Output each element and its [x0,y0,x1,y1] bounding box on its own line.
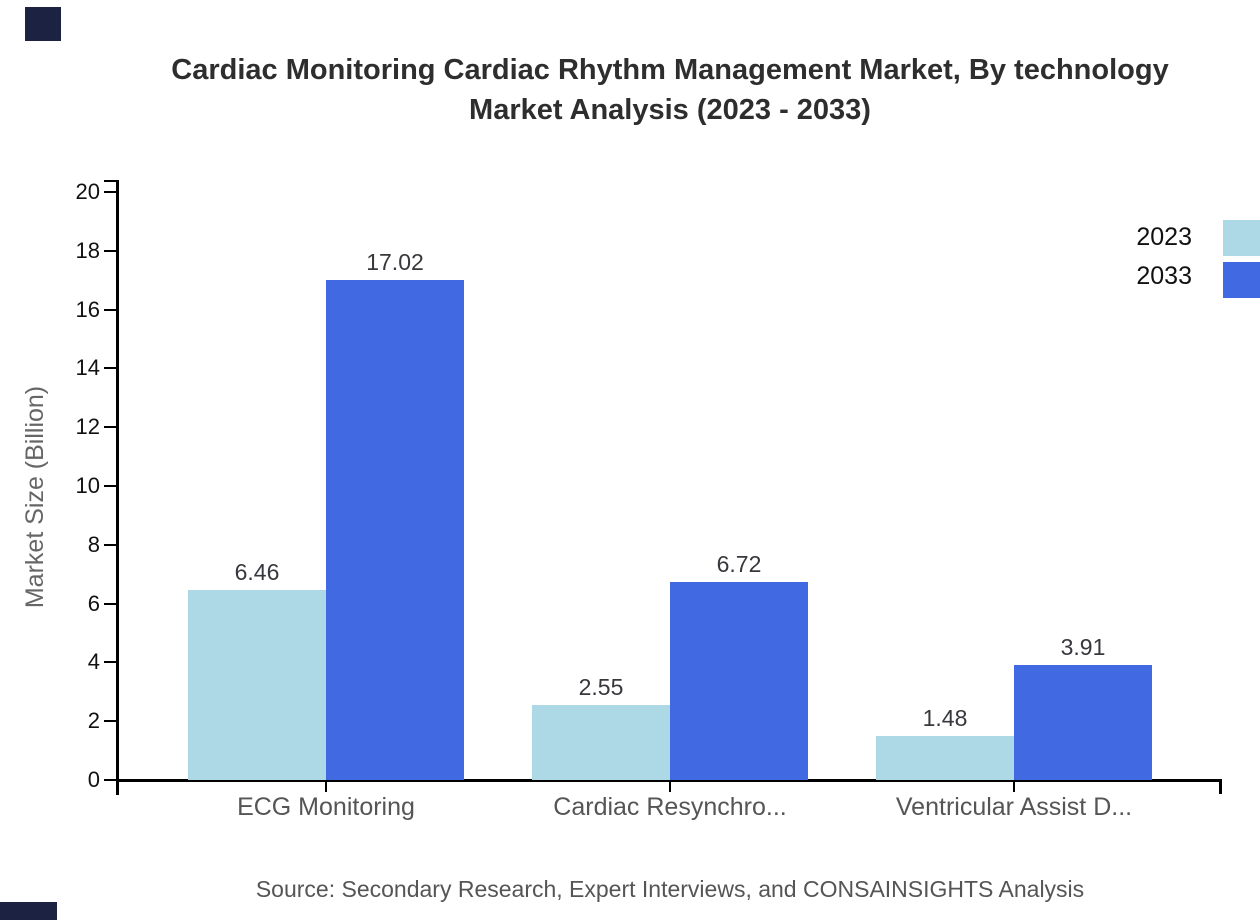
watermark-logo-top-left [25,7,61,41]
bar-value-label-2023-ecg-monitoring: 6.46 [234,559,280,586]
y-axis-tick [104,720,116,723]
source-note: Source: Secondary Research, Expert Inter… [255,876,1085,902]
y-axis-line [116,180,119,795]
bar-2033-ventricular-assist-d[interactable] [1014,665,1152,780]
y-tick-label-6: 6 [87,590,100,616]
y-axis-end-cap [104,180,118,182]
chart-title-line2: Market Analysis (2023 - 2033) [469,94,871,126]
y-tick-label-10: 10 [75,473,100,498]
category-label-cardiac-resynchro: Cardiac Resynchro... [553,793,787,821]
bar-2033-cardiac-resynchro[interactable] [670,582,808,780]
x-axis-tick [669,779,671,792]
x-axis-end-cap [1219,779,1222,794]
y-axis-tick [104,602,116,605]
bar-2023-ventricular-assist-d[interactable] [876,736,1014,780]
chart-title-line1: Cardiac Monitoring Cardiac Rhythm Manage… [171,54,1169,86]
y-axis-tick [104,779,116,781]
y-axis-tick [104,249,116,252]
y-axis-tick [104,661,116,664]
y-tick-label-20: 20 [75,179,100,204]
chart-title: Cardiac Monitoring Cardiac Rhythm Manage… [60,50,1260,130]
x-axis-tick [1013,779,1015,792]
bar-value-label-2023-ventricular-assist-d: 1.48 [922,705,968,732]
y-tick-label-4: 4 [87,649,100,675]
y-tick-label-2: 2 [87,708,100,734]
y-axis-tick [104,543,116,546]
legend-label-2033[interactable]: 2033 [1136,262,1192,290]
y-axis-tick [104,367,116,370]
category-label-ventricular-assist-d: Ventricular Assist D... [895,793,1133,821]
bar-value-label-2023-cardiac-resynchro: 2.55 [578,674,624,701]
y-tick-label-0: 0 [87,767,100,792]
watermark-logo-bottom-left [0,902,57,920]
bar-2023-ecg-monitoring[interactable] [188,590,326,780]
y-tick-label-12: 12 [75,414,100,440]
y-tick-label-16: 16 [75,296,100,322]
legend-swatch-2023[interactable] [1223,220,1260,256]
category-label-ecg-monitoring: ECG Monitoring [237,793,415,821]
y-tick-label-8: 8 [87,531,100,557]
legend-label-2023[interactable]: 2023 [1136,223,1192,251]
y-axis-tick [104,191,116,193]
bar-value-label-2033-ventricular-assist-d: 3.91 [1060,634,1106,661]
y-tick-label-18: 18 [75,237,100,263]
bar-2023-cardiac-resynchro[interactable] [532,705,670,780]
bar-2033-ecg-monitoring[interactable] [326,279,464,780]
y-tick-label-14: 14 [75,355,100,381]
bar-value-label-2033-cardiac-resynchro: 6.72 [716,551,762,578]
x-axis-tick [325,779,327,792]
y-axis-tick [104,426,116,429]
y-axis-tick [104,308,116,311]
y-axis-tick [104,485,116,487]
bar-value-label-2033-ecg-monitoring: 17.02 [366,248,424,275]
legend-swatch-2033[interactable] [1223,262,1260,298]
